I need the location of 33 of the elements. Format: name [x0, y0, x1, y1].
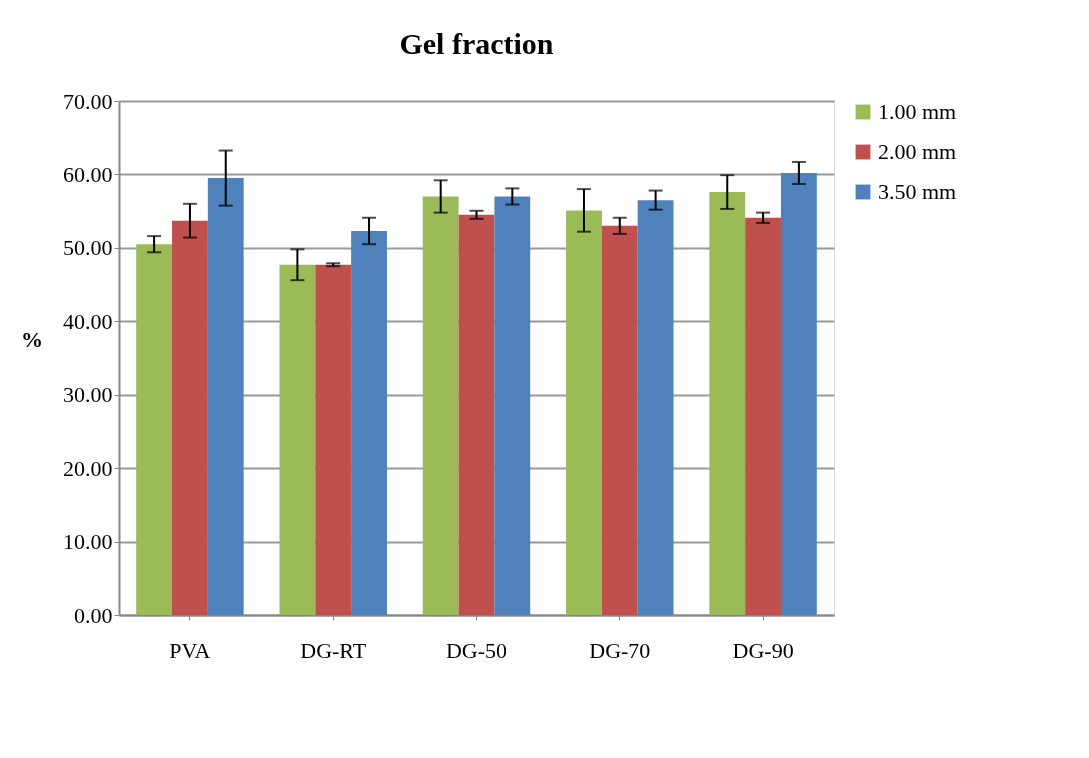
chart-title: Gel fraction [399, 27, 554, 60]
bar [422, 196, 459, 615]
x-tick-label: DG-50 [445, 637, 508, 663]
bar [207, 178, 244, 615]
x-tick-label: DG-70 [589, 637, 651, 663]
bar [566, 210, 602, 615]
legend-label: 3.50 mm [878, 179, 957, 204]
y-tick-label: 0.00 [74, 602, 113, 628]
y-axis-title: % [21, 326, 43, 352]
bar [315, 264, 352, 615]
x-tick-label: DG-90 [732, 637, 794, 663]
bar [709, 192, 746, 615]
y-tick-label: 50.00 [63, 235, 113, 261]
bar [351, 230, 387, 615]
bar [279, 264, 316, 615]
bar [136, 244, 173, 615]
bar [745, 217, 781, 615]
x-tick-label: DG-RT [300, 637, 367, 663]
y-tick-label: 70.00 [63, 88, 113, 114]
legend-label: 2.00 mm [878, 139, 957, 164]
bar [494, 196, 531, 615]
bar [637, 200, 674, 615]
y-tick-label: 10.00 [63, 529, 113, 555]
y-tick-label: 30.00 [63, 382, 113, 408]
y-tick-label: 60.00 [63, 161, 113, 187]
bar [172, 220, 208, 615]
y-tick-label: 20.00 [63, 455, 113, 481]
bar [601, 225, 638, 615]
x-tick-label: PVA [169, 637, 211, 663]
bar [780, 172, 817, 615]
bar [458, 214, 495, 615]
legend-label: 1.00 mm [878, 99, 957, 124]
y-tick-label: 40.00 [63, 308, 113, 334]
